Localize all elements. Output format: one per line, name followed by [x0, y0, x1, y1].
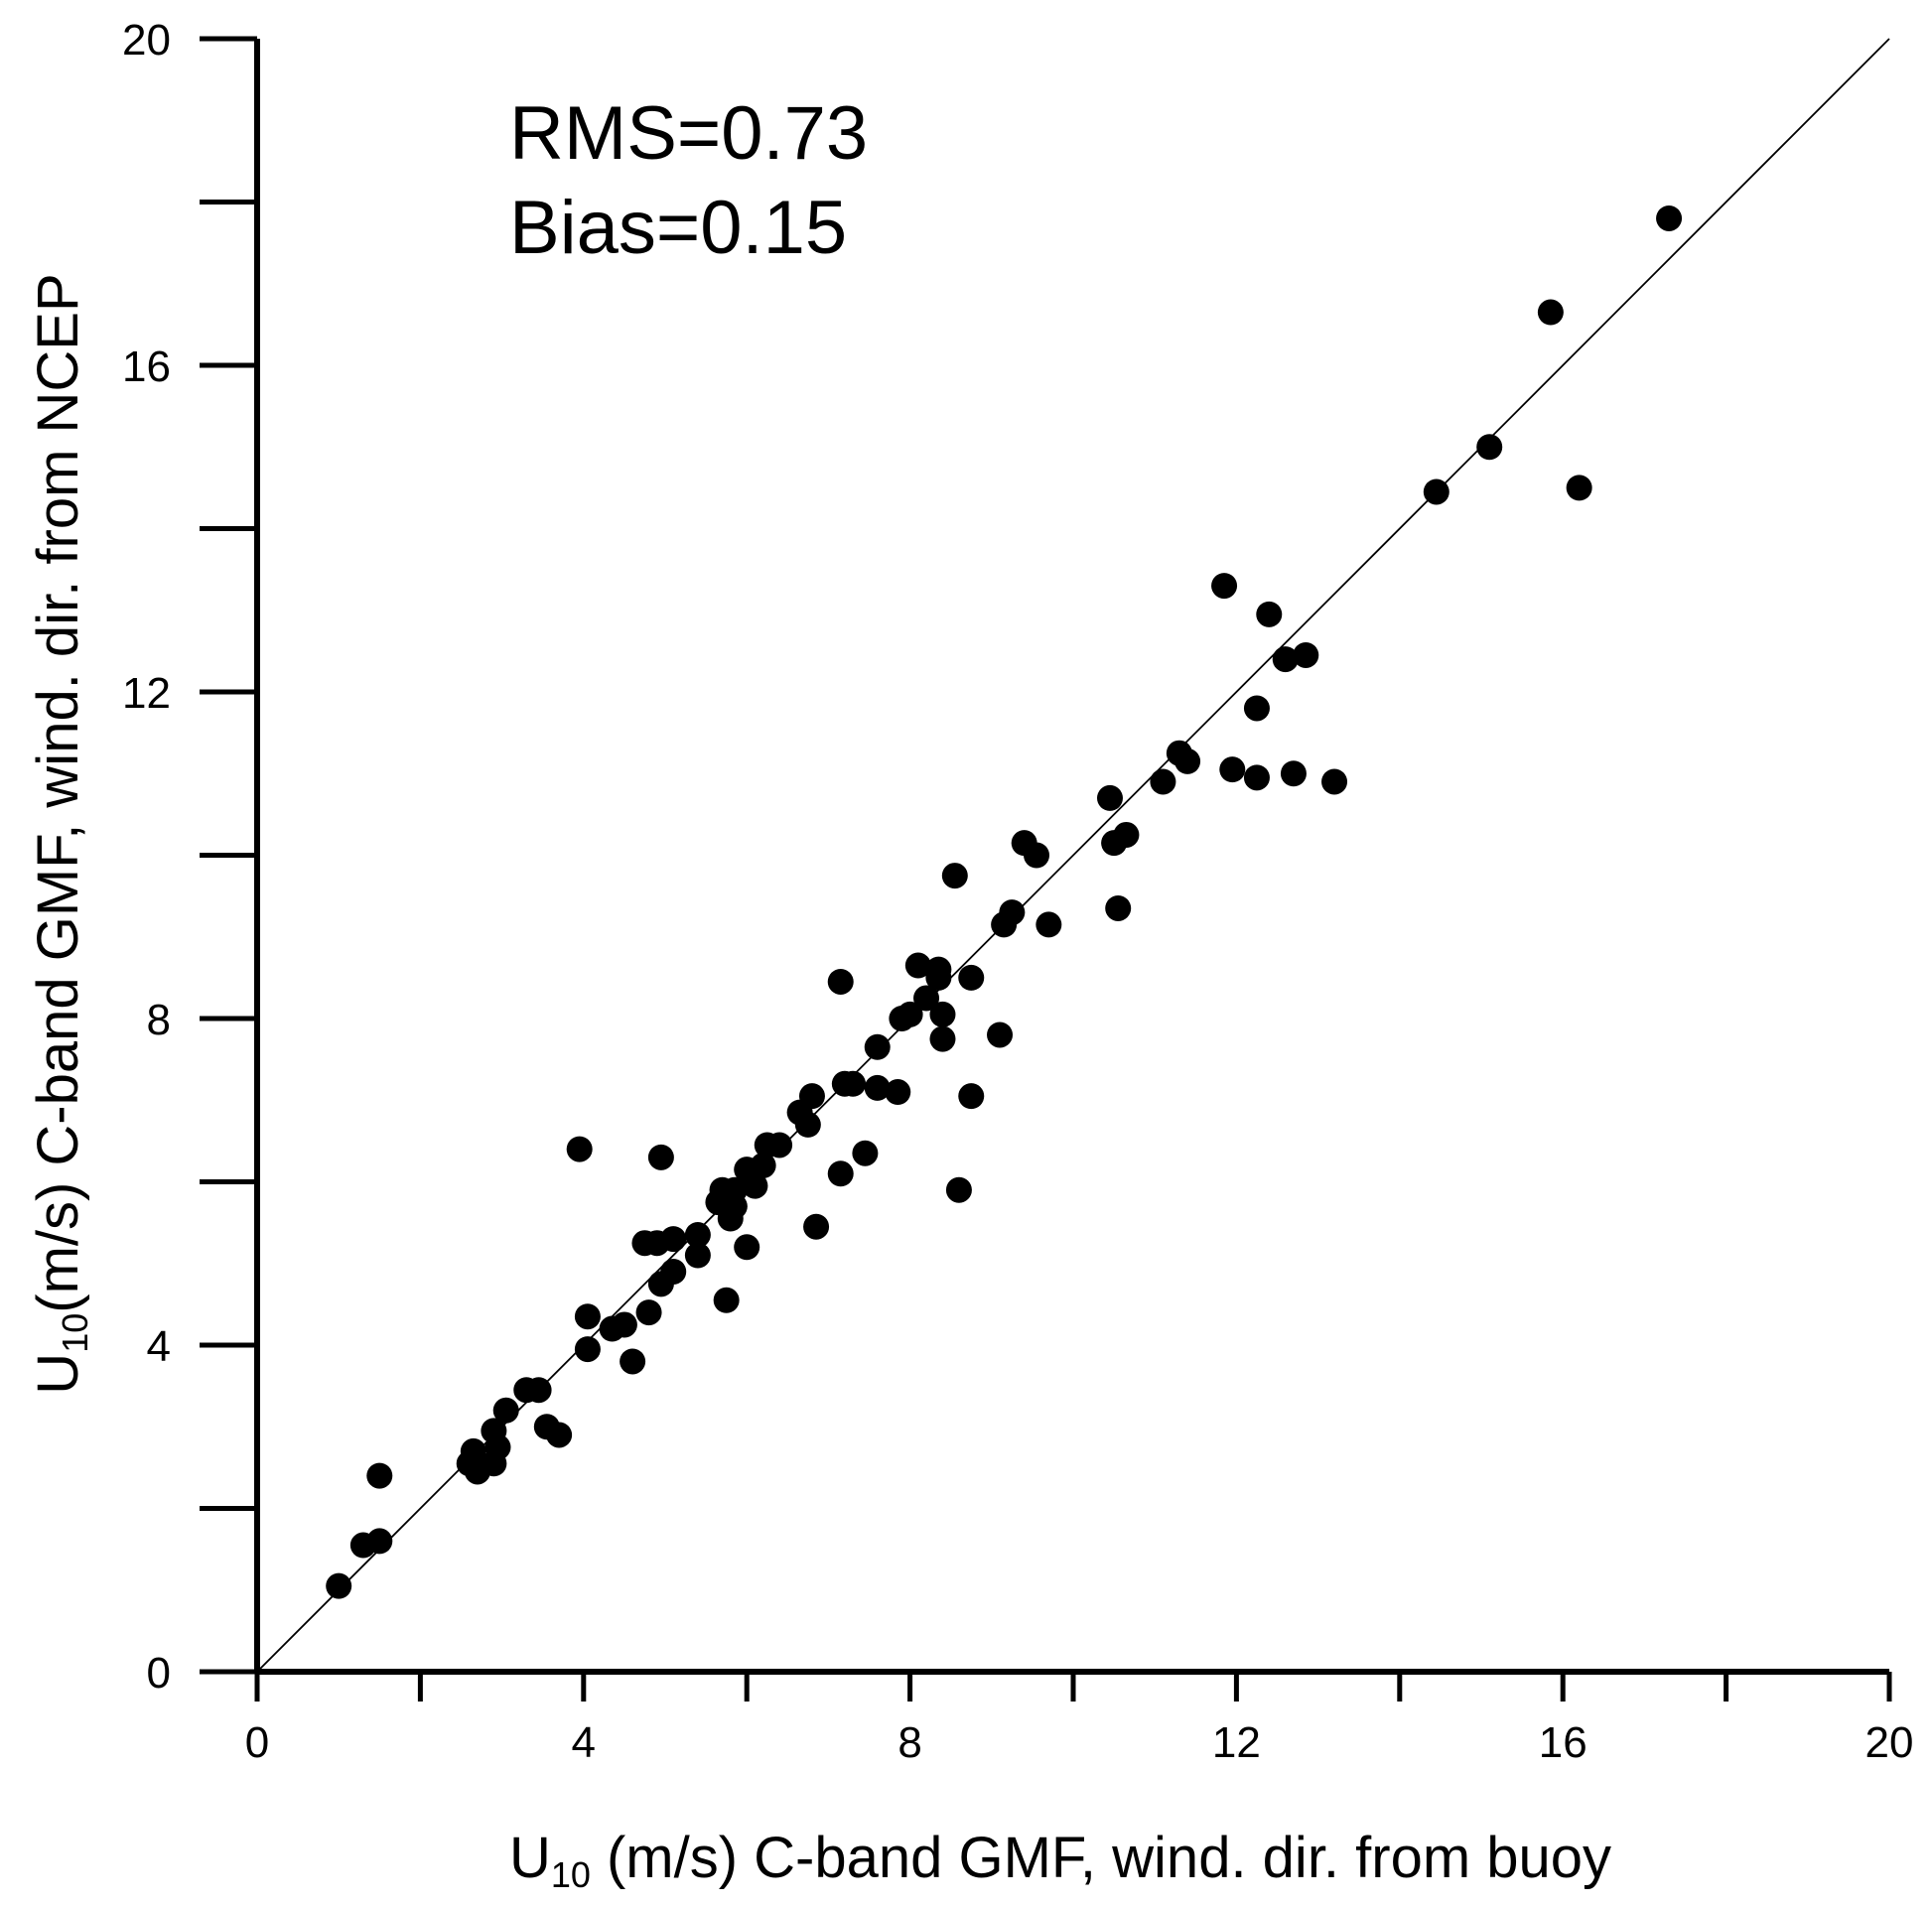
- data-point: [1280, 760, 1307, 787]
- data-point: [925, 964, 952, 991]
- data-point: [1024, 842, 1050, 869]
- tick-labels: 0 4 8 12 16 20 0 4 8 12 16 20: [122, 16, 1913, 1767]
- data-point: [721, 1176, 748, 1203]
- data-point: [864, 1074, 891, 1101]
- data-point: [660, 1226, 687, 1253]
- data-point: [798, 1083, 825, 1110]
- x-tick-label: 4: [572, 1718, 596, 1767]
- data-point: [929, 1001, 956, 1027]
- data-point: [742, 1172, 768, 1199]
- x-tick-label: 20: [1865, 1718, 1914, 1767]
- data-point: [326, 1572, 352, 1599]
- data-point: [546, 1422, 573, 1448]
- data-point: [1243, 764, 1270, 791]
- data-point: [684, 1242, 711, 1269]
- x-tick-label: 0: [245, 1718, 269, 1767]
- data-point: [766, 1132, 793, 1158]
- y-tick-label: 0: [147, 1649, 171, 1698]
- data-point: [941, 863, 968, 889]
- data-point: [945, 1176, 972, 1203]
- data-point: [1113, 821, 1140, 848]
- data-point: [1321, 768, 1348, 795]
- data-point: [366, 1528, 393, 1555]
- y-axis-title: U10(m/s) C-band GMF, wind. dir. from NCE…: [26, 273, 95, 1394]
- data-point: [647, 1144, 674, 1170]
- data-point: [1656, 204, 1683, 231]
- y-tick-label: 4: [147, 1322, 171, 1371]
- data-point: [958, 964, 985, 991]
- data-point: [1105, 894, 1132, 921]
- data-point: [958, 1083, 985, 1110]
- data-point: [1272, 646, 1299, 673]
- data-point: [684, 1221, 711, 1248]
- x-tick-label: 8: [897, 1718, 921, 1767]
- data-point: [1476, 434, 1503, 461]
- data-point: [525, 1377, 552, 1404]
- data-point: [840, 1070, 867, 1097]
- data-point: [660, 1258, 687, 1285]
- data-point: [1256, 601, 1283, 627]
- data-point: [1423, 478, 1449, 505]
- data-point: [574, 1336, 601, 1363]
- data-point: [929, 1025, 956, 1052]
- data-point: [713, 1287, 740, 1313]
- data-point: [987, 1022, 1014, 1048]
- data-point: [734, 1234, 760, 1261]
- data-point: [827, 1160, 854, 1187]
- x-tick-label: 16: [1539, 1718, 1587, 1767]
- data-point: [1537, 299, 1564, 326]
- data-point: [1096, 784, 1123, 811]
- data-point: [1243, 695, 1270, 722]
- data-point: [1035, 911, 1062, 938]
- y-tick-label: 16: [122, 342, 171, 391]
- data-point: [1150, 768, 1176, 795]
- data-point: [864, 1033, 891, 1060]
- data-point: [885, 1079, 911, 1106]
- data-point: [750, 1153, 776, 1179]
- data-point: [1293, 641, 1319, 668]
- data-point: [611, 1311, 637, 1338]
- data-point: [803, 1213, 830, 1240]
- data-point: [999, 899, 1026, 926]
- data-point: [852, 1140, 879, 1166]
- data-points: [326, 204, 1683, 1599]
- data-point: [827, 968, 854, 995]
- data-point: [620, 1348, 646, 1375]
- data-point: [566, 1136, 593, 1162]
- data-point: [1219, 756, 1246, 783]
- data-point: [574, 1303, 601, 1330]
- data-point: [794, 1111, 821, 1138]
- data-point: [913, 985, 940, 1012]
- y-tick-label: 8: [147, 996, 171, 1044]
- rms-annotation: RMS=0.73: [509, 91, 868, 176]
- data-point: [635, 1299, 662, 1326]
- data-point: [366, 1462, 393, 1489]
- bias-annotation: Bias=0.15: [509, 186, 847, 270]
- x-axis-title: U10 (m/s) C-band GMF, wind. dir. from bu…: [509, 1826, 1611, 1895]
- y-tick-label: 20: [122, 16, 171, 65]
- data-point: [1211, 573, 1238, 600]
- data-point: [460, 1437, 486, 1464]
- data-point: [904, 952, 931, 979]
- data-point: [1566, 475, 1592, 501]
- y-tick-label: 12: [122, 669, 171, 718]
- data-point: [1174, 748, 1201, 774]
- data-point: [484, 1433, 511, 1460]
- data-point: [492, 1397, 519, 1424]
- data-point: [897, 1001, 923, 1027]
- axes: [200, 36, 1892, 1702]
- x-tick-label: 12: [1212, 1718, 1261, 1767]
